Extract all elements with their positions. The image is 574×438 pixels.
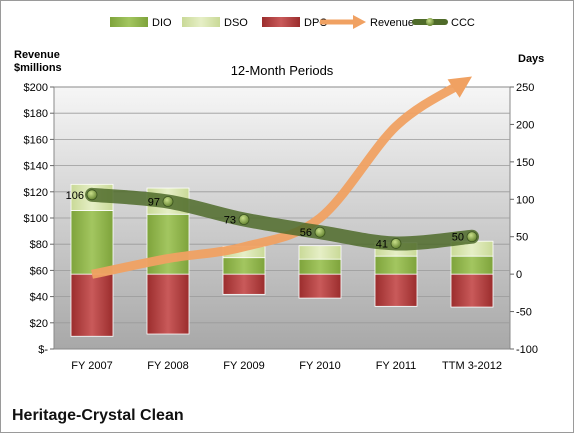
x-axis: FY 2007 FY 2008 FY 2009 FY 2010 FY 2011 TTM 3… — [71, 360, 502, 372]
ccc-line — [85, 187, 479, 251]
right-tick-label: 0 — [516, 269, 522, 281]
dpo-bar — [298, 273, 342, 299]
legend-swatch — [182, 17, 220, 27]
x-tick-label: FY 2010 — [299, 360, 340, 372]
legend-label: CCC — [451, 17, 475, 29]
dpo-bar — [146, 273, 190, 335]
ccc-point — [238, 214, 250, 225]
right-tick-label: 100 — [516, 194, 534, 206]
right-tick-label: -50 — [516, 307, 532, 319]
dio-bar — [374, 255, 418, 275]
ccc-data-label: 97 — [148, 197, 160, 209]
left-axis: $- $20 $40 $60 $80 $100 $120 $140 $160 $180 $200 — [24, 82, 54, 356]
revenue-arrowhead — [447, 76, 472, 98]
legend-item-dio: DIO — [110, 17, 172, 29]
right-tick-label: -100 — [516, 344, 538, 356]
dio-bar — [298, 258, 342, 275]
dpo-bar — [450, 273, 494, 308]
dio-bar — [450, 255, 494, 275]
dpo-bar — [374, 273, 418, 307]
legend-label: DIO — [152, 17, 172, 29]
legend-item-ccc: CCC — [412, 17, 475, 29]
left-tick-label: $- — [38, 344, 48, 356]
chart-title: 12-Month Periods — [231, 63, 334, 78]
legend: DIO DSO DPO Revenue CCC — [110, 15, 475, 29]
ccc-series: 106 97 73 56 41 50 — [66, 187, 479, 251]
ccc-point — [314, 226, 326, 238]
ccc-point — [390, 238, 402, 249]
legend-item-dso: DSO — [182, 17, 248, 29]
x-tick-label: FY 2011 — [376, 360, 417, 372]
left-axis-title-line2: $millions — [14, 62, 62, 74]
left-tick-label: $180 — [24, 108, 48, 120]
left-tick-label: $40 — [30, 292, 48, 304]
right-tick-label: 250 — [516, 82, 534, 94]
x-tick-label: FY 2009 — [223, 360, 264, 372]
right-tick-label: 150 — [516, 157, 534, 169]
right-axis: -100 -50 0 50 100 150 200 250 — [510, 82, 538, 356]
right-tick-label: 50 — [516, 232, 528, 244]
company-name: Heritage-Crystal Clean — [12, 407, 184, 424]
left-tick-label: $160 — [24, 134, 48, 146]
dio-bar — [70, 210, 114, 275]
legend-item-revenue: Revenue — [320, 15, 414, 29]
left-tick-label: $140 — [24, 161, 48, 173]
legend-marker — [426, 18, 434, 26]
dio-bar — [222, 257, 266, 275]
bars — [70, 183, 494, 337]
right-tick-label: 200 — [516, 119, 534, 131]
dpo-bar — [70, 273, 114, 337]
dso-bar — [298, 245, 342, 260]
ccc-data-label: 50 — [452, 232, 464, 244]
legend-swatch — [262, 17, 300, 27]
legend-label: Revenue — [370, 17, 414, 29]
ccc-data-label: 106 — [66, 190, 84, 202]
ccc-data-label: 41 — [376, 238, 388, 250]
right-axis-title: Days — [518, 53, 544, 65]
x-tick-label: TTM 3-2012 — [442, 360, 502, 372]
ccc-point — [162, 196, 174, 207]
left-tick-label: $20 — [30, 318, 48, 330]
legend-arrow-icon — [353, 15, 366, 29]
legend-swatch — [110, 17, 148, 27]
ccc-data-label: 56 — [300, 227, 312, 239]
left-tick-label: $100 — [24, 213, 48, 225]
dpo-bar — [222, 273, 266, 295]
ccc-point — [466, 231, 478, 243]
x-tick-label: FY 2008 — [147, 360, 188, 372]
left-tick-label: $120 — [24, 187, 48, 199]
ccc-point — [86, 189, 98, 201]
ccc-data-label: 73 — [224, 214, 236, 226]
left-tick-label: $200 — [24, 82, 48, 94]
x-tick-label: FY 2007 — [71, 360, 112, 372]
left-tick-label: $80 — [30, 239, 48, 251]
legend-label: DSO — [224, 17, 248, 29]
left-tick-label: $60 — [30, 265, 48, 277]
left-axis-title-line1: Revenue — [14, 49, 60, 61]
